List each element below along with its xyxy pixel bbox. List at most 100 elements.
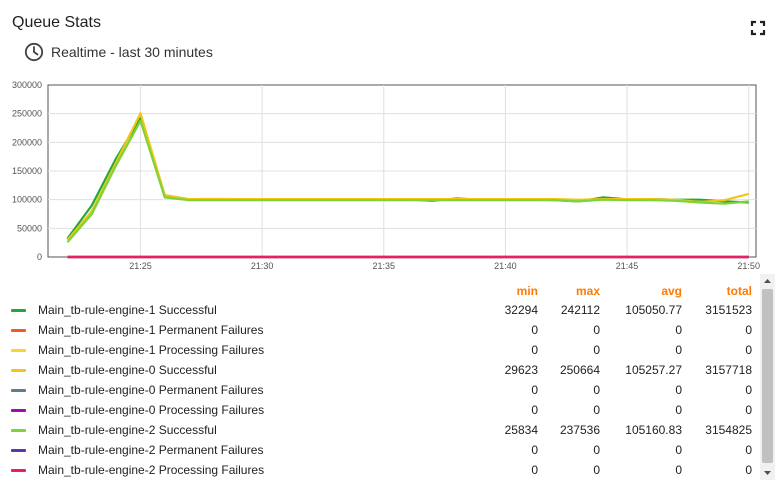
legend-min-value: 25834 xyxy=(504,423,538,437)
legend-avg-value: 0 xyxy=(675,403,682,417)
legend-max-value: 250664 xyxy=(559,363,600,377)
legend-label[interactable]: Main_tb-rule-engine-2 Processing Failure… xyxy=(38,463,265,477)
legend-header-avg: avg xyxy=(661,284,682,298)
y-tick-label: 150000 xyxy=(12,166,42,176)
legend-min-value: 0 xyxy=(531,463,538,477)
legend-total-value: 0 xyxy=(745,403,752,417)
widget-title: Queue Stats xyxy=(12,14,101,31)
legend-avg-value: 0 xyxy=(675,343,682,357)
series-lines xyxy=(66,112,749,259)
legend-swatch xyxy=(6,420,38,440)
legend-row[interactable]: Main_tb-rule-engine-1 Processing Failure… xyxy=(6,340,752,360)
legend-max-value: 0 xyxy=(593,343,600,357)
legend-header-label xyxy=(38,282,496,300)
legend-header-min: min xyxy=(516,284,538,298)
legend-total-value: 0 xyxy=(745,443,752,457)
legend-max-value: 0 xyxy=(593,383,600,397)
scrollbar-thumb[interactable] xyxy=(762,289,773,463)
legend-row[interactable]: Main_tb-rule-engine-2 Permanent Failures… xyxy=(6,440,752,460)
y-tick-label: 0 xyxy=(37,252,42,262)
y-axis: 0 50000 100000 150000 200000 250000 300000 xyxy=(12,80,42,262)
legend-row[interactable]: Main_tb-rule-engine-2 Successful 25834 237… xyxy=(6,420,752,440)
fullscreen-icon xyxy=(750,20,766,36)
legend-row[interactable]: Main_tb-rule-engine-0 Successful 29623 250… xyxy=(6,360,752,380)
legend-total-value: 3157718 xyxy=(705,363,752,377)
legend-total-value: 0 xyxy=(745,463,752,477)
legend-avg-value: 0 xyxy=(675,383,682,397)
legend-min-value: 29623 xyxy=(504,363,538,377)
legend-total-value: 0 xyxy=(745,323,752,337)
x-tick-label: 21:30 xyxy=(251,261,274,271)
timewindow-selector[interactable]: Realtime - last 30 minutes xyxy=(24,42,213,62)
legend-avg-value: 105257.27 xyxy=(625,363,682,377)
legend-row[interactable]: Main_tb-rule-engine-1 Permanent Failures… xyxy=(6,320,752,340)
legend-max-value: 0 xyxy=(593,463,600,477)
arrow-up-icon xyxy=(764,279,771,283)
legend-header-total: total xyxy=(726,284,752,298)
legend-min-value: 0 xyxy=(531,403,538,417)
legend-swatch xyxy=(6,300,38,320)
legend-label[interactable]: Main_tb-rule-engine-1 Permanent Failures xyxy=(38,323,264,337)
legend-avg-value: 105050.77 xyxy=(625,303,682,317)
series-color-swatch xyxy=(11,309,26,313)
legend-row[interactable]: Main_tb-rule-engine-2 Processing Failure… xyxy=(6,460,752,480)
legend-min-value: 0 xyxy=(531,323,538,337)
legend-header-swatch xyxy=(6,282,38,300)
line-chart[interactable]: 0 50000 100000 150000 200000 250000 300000 21:… xyxy=(0,78,783,274)
series-color-swatch xyxy=(11,349,26,353)
legend-max-value: 0 xyxy=(593,403,600,417)
legend-avg-value: 105160.83 xyxy=(625,423,682,437)
scroll-up-button[interactable] xyxy=(760,274,775,288)
legend-min-value: 32294 xyxy=(504,303,538,317)
x-tick-label: 21:50 xyxy=(737,261,760,271)
legend-min-value: 0 xyxy=(531,343,538,357)
legend-label[interactable]: Main_tb-rule-engine-0 Processing Failure… xyxy=(38,403,265,417)
legend-label[interactable]: Main_tb-rule-engine-0 Permanent Failures xyxy=(38,383,264,397)
legend-min-value: 0 xyxy=(531,383,538,397)
legend-swatch xyxy=(6,320,38,340)
series-color-swatch xyxy=(11,369,26,373)
legend-label[interactable]: Main_tb-rule-engine-1 Successful xyxy=(38,303,217,317)
series-color-swatch xyxy=(11,449,26,453)
legend-swatch xyxy=(6,340,38,360)
legend-row[interactable]: Main_tb-rule-engine-0 Permanent Failures… xyxy=(6,380,752,400)
legend-max-value: 0 xyxy=(593,323,600,337)
grid-lines xyxy=(48,85,756,257)
legend-max-value: 0 xyxy=(593,443,600,457)
legend-label[interactable]: Main_tb-rule-engine-1 Processing Failure… xyxy=(38,343,265,357)
x-axis: 21:25 21:30 21:35 21:40 21:45 21:50 xyxy=(129,261,760,271)
legend-avg-value: 0 xyxy=(675,463,682,477)
legend-swatch xyxy=(6,360,38,380)
arrow-down-icon xyxy=(764,471,771,475)
x-tick-label: 21:25 xyxy=(129,261,152,271)
chart-area[interactable]: 0 50000 100000 150000 200000 250000 300000 21:… xyxy=(0,78,783,274)
y-tick-label: 250000 xyxy=(12,109,42,119)
legend-avg-value: 0 xyxy=(675,323,682,337)
series-color-swatch xyxy=(11,469,26,473)
legend-label[interactable]: Main_tb-rule-engine-2 Permanent Failures xyxy=(38,443,264,457)
legend-total-value: 3151523 xyxy=(705,303,752,317)
x-tick-label: 21:35 xyxy=(372,261,395,271)
legend-header-max: max xyxy=(575,284,600,298)
y-tick-label: 50000 xyxy=(17,223,42,233)
series-color-swatch xyxy=(11,409,26,413)
legend-total-value: 0 xyxy=(745,343,752,357)
legend-row[interactable]: Main_tb-rule-engine-1 Successful 32294 242… xyxy=(6,300,752,320)
scroll-down-button[interactable] xyxy=(760,466,775,480)
legend-label[interactable]: Main_tb-rule-engine-2 Successful xyxy=(38,423,217,437)
legend-max-value: 237536 xyxy=(559,423,600,437)
series-color-swatch xyxy=(11,329,26,333)
series-line[interactable] xyxy=(66,119,749,243)
legend-total-value: 0 xyxy=(745,383,752,397)
legend-avg-value: 0 xyxy=(675,443,682,457)
legend-swatch xyxy=(6,380,38,400)
y-tick-label: 300000 xyxy=(12,80,42,90)
series-color-swatch xyxy=(11,389,26,393)
legend-label[interactable]: Main_tb-rule-engine-0 Successful xyxy=(38,363,217,377)
fullscreen-button[interactable] xyxy=(750,20,766,36)
legend-scrollbar[interactable] xyxy=(760,274,775,480)
timewindow-label: Realtime - last 30 minutes xyxy=(51,44,213,60)
legend-max-value: 242112 xyxy=(560,303,600,317)
legend-row[interactable]: Main_tb-rule-engine-0 Processing Failure… xyxy=(6,400,752,420)
y-tick-label: 200000 xyxy=(12,137,42,147)
